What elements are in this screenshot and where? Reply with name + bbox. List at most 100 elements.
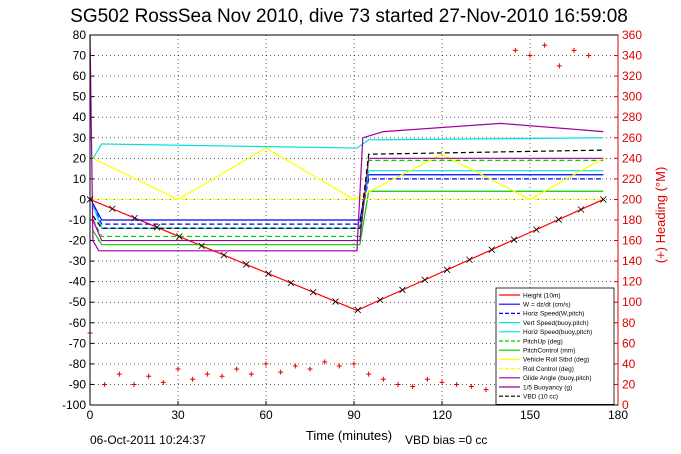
legend-entry: Roll Control (deg) [523,366,574,373]
heading-point [336,363,342,369]
legend-entry: Horiz Speed(W,pitch) [523,311,584,318]
y-tick-label: -30 [69,254,87,268]
heading-point [102,381,108,387]
heading-point [380,376,386,382]
series-marker [533,226,540,233]
y2-tick-label: 340 [622,49,642,63]
series-marker [510,236,518,243]
chart-title: SG502 RossSea Nov 2010, dive 73 started … [70,6,628,27]
heading-point [322,359,328,365]
legend-entry: 1/5 Buoyancy (g) [523,384,572,391]
series-marker [577,206,585,213]
series-marker [488,246,496,253]
x-tick-label: 150 [520,408,540,422]
footer-timestamp: 06-Oct-2011 10:24:37 [90,433,206,447]
y2-tick-label: 300 [622,90,642,104]
series-marker [198,242,205,250]
y-tick-label: 60 [73,69,87,83]
plot-area: 0 30 60 90 120 150 180-100-90-80-70-60-50-40-3… [62,28,642,422]
legend-box [495,287,615,405]
heading-point [131,381,137,387]
heading-point [542,42,548,48]
y2-tick-label: 280 [622,110,642,124]
heading-point [454,381,460,387]
series-marker [555,216,562,223]
heading-point [351,361,357,367]
heading-point [410,384,416,389]
heading-point [527,53,533,59]
y-tick-label: 10 [73,172,87,186]
legend-entry: Height (10m) [523,292,561,299]
series-marker [220,251,228,259]
footer-vbd-bias: VBD bias =0 cc [405,433,487,447]
series-marker [242,261,250,268]
heading-point [586,53,592,59]
series-marker [600,196,607,203]
heading-point [439,379,445,385]
heading-point [234,366,240,372]
heading-point [512,47,518,53]
heading-point [204,371,210,377]
y2-tick-label: 0 [622,398,629,412]
series-marker [399,286,406,294]
y2-tick-label: 220 [622,172,642,186]
heading-point [483,387,489,393]
heading-point [571,47,577,53]
heading-point [366,371,372,377]
legend-entry: Vert Speed(buoy,pitch) [523,320,589,327]
y-tick-label: 80 [73,28,87,42]
y-tick-label: 50 [73,90,87,104]
legend-entry: Horiz Speed(buoy,pitch) [523,329,592,336]
y2-tick-label: 20 [622,377,636,391]
heading-point [248,371,254,377]
right-axis-label: (+) Heading (°M) [653,167,668,264]
legend-entry: VBD (10 cc) [523,394,558,401]
series-marker [131,214,138,222]
y-tick-label: -20 [69,234,87,248]
y2-tick-label: 240 [622,151,642,165]
y-tick-label: -60 [69,316,87,330]
y2-tick-label: 360 [622,28,642,42]
heading-point [116,371,122,377]
series-marker [466,256,473,264]
y-tick-label: -50 [69,295,87,309]
x-tick-label: 30 [171,408,185,422]
y-tick-label: -90 [69,377,87,391]
y-tick-label: 0 [79,192,86,206]
x-tick-label: 0 [87,408,94,422]
y2-tick-label: 180 [622,213,642,227]
series-marker [265,270,272,277]
y-tick-label: 40 [73,110,87,124]
series-marker [153,224,161,231]
legend-entry: PitchUp (deg) [523,338,563,345]
series-line [92,157,604,242]
heading-point [160,379,166,385]
heading-point [146,373,152,379]
heading-point [307,366,313,372]
heading-point [263,361,269,367]
legend-entry: W = dz/dt (cm/s) [523,302,571,309]
y2-tick-label: 160 [622,234,642,248]
y2-tick-label: 200 [622,192,642,206]
y-tick-label: -40 [69,275,87,289]
heading-point [424,376,430,382]
series-marker [354,306,362,314]
y2-tick-label: 120 [622,275,642,289]
series-line [92,149,604,229]
x-tick-label: 180 [608,408,628,422]
series-line [92,174,604,221]
y-tick-label: -70 [69,336,87,350]
series-marker [309,288,317,296]
heading-point [556,63,562,69]
y-tick-label: -100 [62,398,86,412]
heading-point [292,363,298,369]
y-tick-label: 20 [73,151,87,165]
y2-tick-label: 40 [622,357,636,371]
y-tick-label: 70 [73,49,87,63]
y2-tick-label: 260 [622,131,642,145]
heading-point [190,376,196,382]
series-marker [332,298,339,305]
legend-entry: PitchControl (mm) [523,348,575,355]
legend-entry: Glide Angle (buoy,pitch) [523,375,592,382]
